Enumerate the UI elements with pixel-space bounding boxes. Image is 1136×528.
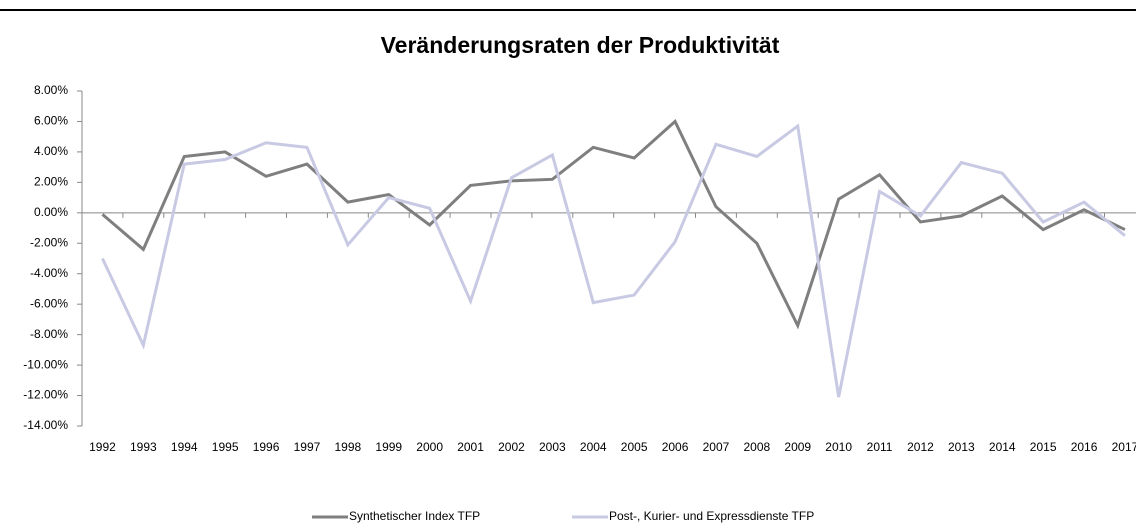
y-tick-label: -6.00% [30, 296, 68, 310]
x-tick-label: 2004 [580, 440, 607, 454]
x-tick-label: 1993 [130, 440, 157, 454]
x-tick-label: 2000 [416, 440, 443, 454]
x-tick-label: 2006 [662, 440, 689, 454]
x-tick-label: 2013 [948, 440, 975, 454]
x-tick-label: 1996 [253, 440, 280, 454]
y-tick-label: -2.00% [30, 235, 68, 249]
y-tick-label: 2.00% [34, 175, 68, 189]
x-tick-label: 1992 [89, 440, 116, 454]
x-tick-label: 2009 [784, 440, 811, 454]
y-tick-label: -12.00% [23, 388, 68, 402]
legend-label: Synthetischer Index TFP [349, 509, 480, 523]
x-tick-label: 1994 [171, 440, 198, 454]
x-tick-label: 2002 [498, 440, 525, 454]
y-tick-label: 6.00% [34, 114, 68, 128]
series-line [101, 123, 1126, 398]
y-tick-label: -4.00% [30, 266, 68, 280]
y-tick-label: -14.00% [23, 418, 68, 432]
y-tick-label: 0.00% [34, 205, 68, 219]
x-tick-label: 2015 [1030, 440, 1057, 454]
x-tick-label: 1998 [334, 440, 361, 454]
x-tick-label: 2008 [743, 440, 770, 454]
x-tick-label: 2001 [457, 440, 484, 454]
x-tick-label: 2003 [539, 440, 566, 454]
x-tick-label: 2016 [1071, 440, 1098, 454]
x-tick-label: 2005 [621, 440, 648, 454]
x-tick-label: 2007 [703, 440, 730, 454]
x-tick-label: 2017 [1112, 440, 1136, 454]
y-tick-label: -10.00% [23, 357, 68, 371]
x-tick-label: 2010 [825, 440, 852, 454]
x-tick-label: 2012 [907, 440, 934, 454]
x-tick-label: 2014 [989, 440, 1016, 454]
chart-title: Veränderungsraten der Produktivität [381, 32, 780, 58]
x-tick-label: 1997 [294, 440, 321, 454]
x-tick-label: 1999 [375, 440, 402, 454]
y-tick-label: 4.00% [34, 144, 68, 158]
series-line [101, 119, 1126, 330]
y-tick-label: 8.00% [34, 83, 68, 97]
x-tick-label: 1995 [212, 440, 239, 454]
y-tick-label: -8.00% [30, 327, 68, 341]
x-tick-label: 2011 [867, 440, 893, 454]
legend-label: Post-, Kurier- und Expressdienste TFP [609, 509, 814, 523]
